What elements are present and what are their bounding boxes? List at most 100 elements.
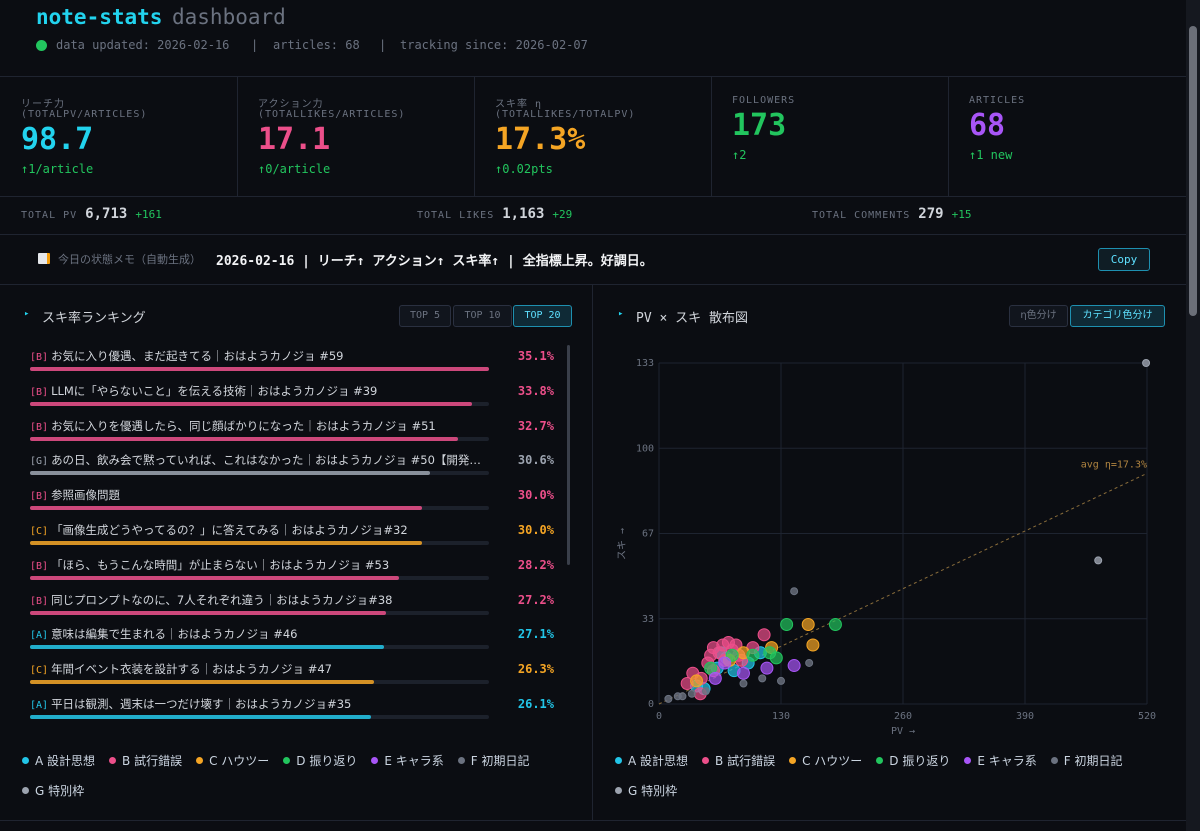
color-mode-button[interactable]: η色分け [1009, 305, 1068, 327]
data-point [787, 659, 801, 673]
article-title: LLMに「やらないこと」を伝える技術｜おはようカノジョ #39 [51, 383, 378, 398]
legend-dot [964, 756, 972, 764]
legend-label: F 初期日記 [470, 753, 530, 768]
data-point [757, 628, 771, 642]
data-point [725, 648, 739, 662]
status-dot [36, 40, 47, 51]
list-scrollbar [567, 345, 570, 565]
data-point [708, 671, 722, 685]
total-label: TOTAL LIKES [417, 210, 495, 221]
x-tick-label: 260 [894, 711, 912, 722]
legend-item: D 振り返り [283, 751, 357, 769]
top-button[interactable]: TOP 5 [399, 305, 451, 327]
category-tag: [B] [30, 491, 49, 503]
data-point [690, 674, 704, 688]
ranking-title: [B] お気に入りを優遇したら、同じ顔ばかりになった｜おはようカノジョ #51 [30, 418, 490, 434]
total-item: TOTAL COMMENTS 279 +15 [812, 206, 971, 222]
ranking-title: [B] 「ほら、もうこんな時間」が止まらない｜おはようカノジョ #53 [30, 557, 490, 573]
kpi-formula: (TOTALLIKES/TOTALPV) [495, 109, 636, 120]
rate-label: 30.0% [517, 488, 554, 503]
rate-label: 26.3% [517, 662, 554, 677]
kpi-value: 98.7 [21, 122, 94, 157]
card-border [948, 77, 949, 196]
legend-label: B 試行錯誤 [122, 753, 183, 768]
ranking-list: [B] お気に入り優遇、まだ起きてる｜おはようカノジョ #59 35.1% [B] LL… [0, 345, 592, 738]
rate-label: 26.1% [517, 697, 554, 711]
legend-item: G 特別枠 [22, 781, 84, 799]
scatter-legend: A 設計思想 B 試行錯誤 C ハウツー D 振り返り E キャラ系 F 初期日記 G 特別… [615, 751, 1175, 799]
legend-item: D 振り返り [876, 751, 950, 769]
divider [0, 76, 1186, 77]
rate-label: 28.2% [517, 557, 554, 572]
scrollbar-thumb [1189, 26, 1197, 316]
article-title: お気に入りを優遇したら、同じ顔ばかりになった｜おはようカノジョ #51 [51, 418, 436, 433]
rate-label: 30.0% [517, 523, 554, 537]
legend-dot [283, 756, 291, 764]
kpi-value: 173 [732, 108, 787, 143]
kpi-label: リーチ力 [21, 99, 65, 110]
legend-dot [22, 756, 29, 764]
data-point [678, 692, 687, 701]
data-point [769, 651, 783, 665]
legend-dot [615, 786, 622, 794]
legend-dot [457, 756, 465, 764]
legend-dot [371, 756, 379, 764]
copy-button[interactable]: Copy [1098, 248, 1150, 271]
rate-label: 30.6% [517, 453, 554, 468]
category-tag: [B] [30, 560, 49, 572]
ranking-title: [B] お気に入り優遇、まだ起きてる｜おはようカノジョ #59 [30, 348, 490, 364]
rate-label: 27.2% [517, 592, 554, 607]
ranking-title: [B] LLMに「やらないこと」を伝える技術｜おはようカノジョ #39 [30, 383, 490, 399]
meta-text: articles: 68 [273, 38, 360, 52]
rate-bar [30, 401, 472, 406]
article-title: 同じプロンプトなのに、7人それぞれ違う｜おはようカノジョ#38 [51, 592, 393, 607]
data-point [828, 618, 842, 632]
data-point [736, 666, 750, 680]
legend-dot [615, 756, 622, 764]
legend-label: C ハウツー [802, 753, 863, 768]
data-point [790, 587, 799, 596]
rate-bar [30, 645, 385, 650]
legend-item: G 特別枠 [615, 781, 677, 799]
total-item: TOTAL LIKES 1,163 +29 [417, 206, 572, 222]
legend-label: D 振り返り [296, 753, 358, 768]
legend-label: A 設計思想 [35, 753, 96, 768]
ranking-title: [A] 平日は観測、週末は一つだけ壊す｜おはようカノジョ#35 [30, 696, 490, 712]
article-title: 「ほら、もうこんな時間」が止まらない｜おはようカノジョ #53 [51, 557, 390, 572]
rate-bar [30, 436, 458, 441]
legend-item: C ハウツー [196, 751, 269, 769]
article-title: 参照画像問題 [51, 488, 121, 503]
total-value: 279 [918, 206, 944, 222]
category-tag: [C] [30, 665, 49, 677]
rate-label: 33.8% [517, 383, 554, 398]
ranking-title: [B] 参照画像問題 [30, 487, 490, 503]
legend-label: E キャラ系 [977, 753, 1037, 768]
card-border [474, 77, 475, 196]
rate-bar [30, 680, 374, 685]
divider [0, 820, 1186, 821]
x-tick-label: 520 [1138, 711, 1156, 722]
card-border [711, 77, 712, 196]
data-point [777, 676, 785, 685]
rate-bar [30, 715, 372, 719]
category-tag: [B] [30, 386, 49, 398]
x-tick-label: 130 [772, 711, 790, 722]
total-label: TOTAL PV [21, 210, 78, 221]
total-value: 6,713 [85, 206, 128, 222]
kpi-label: スキ率 η [495, 99, 543, 110]
top-button[interactable]: TOP 20 [513, 305, 572, 327]
legend-label: C ハウツー [209, 753, 270, 768]
ranking-title: [A] 意味は編集で生まれる｜おはようカノジョ #46 [30, 626, 490, 642]
top-button[interactable]: TOP 10 [453, 305, 512, 327]
color-mode-button[interactable]: カテゴリ色分け [1070, 305, 1165, 327]
legend-dot [876, 756, 884, 764]
kpi-delta: ↑0.02pts [495, 162, 553, 176]
meta-separator: | [251, 38, 259, 52]
legend-item: F 初期日記 [457, 751, 530, 769]
panel-title: スキ率ランキング [42, 311, 146, 326]
kpi-delta: ↑1 new [969, 148, 1013, 162]
legend-label: E キャラ系 [384, 753, 444, 768]
legend-item: E キャラ系 [371, 751, 444, 769]
category-tag: [A] [30, 630, 49, 642]
legend-label: D 振り返り [889, 753, 951, 768]
